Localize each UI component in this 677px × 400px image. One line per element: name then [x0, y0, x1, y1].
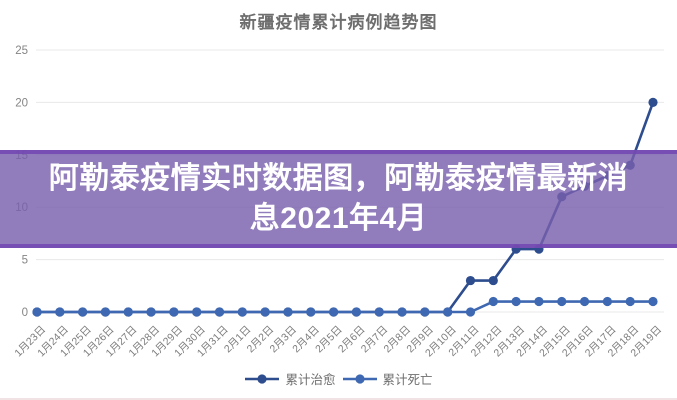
- series-line-1: [32, 296, 658, 317]
- x-axis-labels: 1月23日1月24日1月25日1月26日1月27日1月28日1月29日1月30日…: [12, 324, 664, 360]
- chart-legend: 累计治愈 累计死亡: [0, 369, 677, 388]
- svg-text:0: 0: [22, 307, 28, 319]
- legend-item-death[interactable]: 累计死亡: [342, 369, 433, 388]
- banner-headline: 阿勒泰疫情实时数据图，阿勒泰疫情最新消息2021年4月: [48, 162, 629, 235]
- svg-text:5: 5: [22, 255, 28, 267]
- legend-label-cured: 累计治愈: [285, 373, 336, 387]
- svg-text:25: 25: [15, 45, 28, 57]
- legend-label-death: 累计死亡: [382, 373, 433, 387]
- legend-line-dot-marker-icon: [342, 373, 377, 384]
- svg-text:20: 20: [15, 97, 28, 109]
- news-overlay-banner: 阿勒泰疫情实时数据图，阿勒泰疫情最新消息2021年4月: [0, 150, 677, 248]
- legend-item-cured[interactable]: 累计治愈: [244, 369, 336, 388]
- chart-title: 新疆疫情累计病例趋势图: [239, 13, 438, 32]
- legend-line-dot-marker-icon: [245, 373, 280, 384]
